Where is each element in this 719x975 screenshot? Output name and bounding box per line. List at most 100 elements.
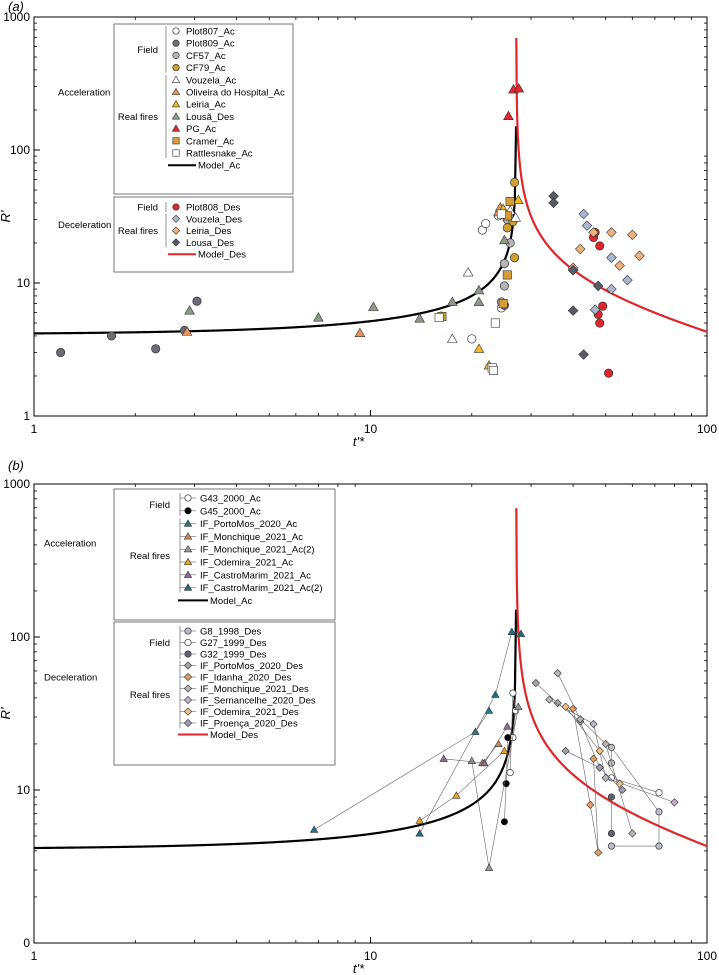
data-point-g27-1999-des	[655, 789, 663, 797]
data-point-lousa-des	[548, 197, 559, 209]
legend-model-label: Model_Ac	[210, 596, 252, 607]
legend-marker-if-portomos-2020-des	[183, 661, 193, 670]
series-lousa-des	[548, 190, 604, 360]
data-point-g8-1998-des	[607, 842, 615, 850]
legend-label-plot809-ac: Plot809_Ac	[186, 39, 235, 50]
data-point-lous-des	[368, 301, 379, 311]
data-point-lous-des	[184, 305, 195, 315]
legend-marker-plot807-ac	[172, 27, 180, 35]
y-tick-label: 100	[10, 630, 30, 644]
legend-label-if-portomos-2020-ac: IF_PortoMos_2020_Ac	[200, 519, 297, 530]
series-plot808-des	[588, 227, 614, 378]
data-point-if-monchique-2021-ac-2	[467, 756, 476, 764]
plot-content	[34, 508, 707, 871]
data-point-cf79-ac	[510, 177, 520, 188]
data-point-leiria-ac	[512, 194, 524, 205]
data-point-plot808-des	[595, 318, 605, 328]
data-point-if-proen-a-2020-des	[595, 763, 604, 772]
data-point-g43-2000-ac	[509, 689, 517, 697]
legend-marker-if-portomos-2020-ac	[183, 519, 193, 527]
legend-label-if-odemira-2021-ac: IF_Odemira_2021_Ac	[200, 558, 293, 569]
data-point-lous-des	[414, 313, 426, 323]
data-point-cramer-ac	[505, 196, 515, 206]
legend-label-g32-1999-des: G32_1999_Des	[200, 650, 267, 661]
legend-category-field: Field	[149, 500, 170, 511]
legend-category-field: Field	[137, 203, 158, 214]
data-point-lousa-des	[567, 264, 579, 276]
series-lous-des	[184, 234, 510, 323]
legend-marker-if-monchique-2021-des	[183, 684, 193, 693]
data-point-g45-2000-ac	[504, 734, 512, 742]
legend-phase-acceleration: Acceleration	[44, 538, 96, 549]
legend-label-if-castromarim-2021-ac: IF_CastroMarim_2021_Ac	[200, 570, 311, 581]
legend-model-label: Model_Des	[198, 250, 246, 261]
data-point-g8-1998-des	[655, 842, 663, 850]
legend-label-lous-des: Lousã_Des	[186, 112, 234, 123]
legend-marker-g45-2000-ac	[184, 507, 192, 515]
data-point-if-idanha-2020-des	[589, 754, 598, 763]
data-point-vouzela-des	[606, 283, 617, 295]
data-point-leiria-des	[606, 227, 617, 238]
legend-label-if-proen-a-2020-des: IF_Proença_2020_Des	[200, 719, 298, 730]
data-point-if-sernancelhe-2020-des	[545, 695, 554, 704]
data-point-leiria-ac	[473, 343, 485, 353]
legend-deceleration: Plot808_Des Field Vouzela_DesLeiria_DesLou…	[58, 196, 294, 273]
data-point-if-proen-a-2020-des	[618, 785, 627, 795]
legend-label-g45-2000-ac: G45_2000_Ac	[200, 506, 261, 517]
data-point-cf79-ac	[502, 223, 512, 233]
legend-category-real-fires: Real fires	[130, 551, 170, 562]
legend-marker-leiria-ac	[171, 99, 181, 108]
data-point-plot808-des	[604, 368, 614, 378]
data-point-if-odemira-2021-des	[561, 702, 570, 711]
legend-category-real-fires: Real fires	[118, 112, 158, 123]
legend-marker-oliveira-do-hospital-ac	[171, 87, 181, 96]
legend-label-if-portomos-2020-des: IF_PortoMos_2020_Des	[200, 661, 303, 672]
data-point-g8-1998-des	[607, 743, 615, 751]
data-point-if-monchique-2021-ac	[494, 739, 503, 748]
series-g43-2000-ac	[506, 689, 520, 777]
data-point-if-castromarim-2021-ac	[439, 754, 448, 762]
series-connector-g8-1998-des	[611, 746, 660, 847]
y-tick-label: 100	[10, 143, 30, 157]
legend-label-if-sernancelhe-2020-des: IF_Sernancelhe_2020_Des	[200, 696, 316, 707]
legend-box	[113, 196, 294, 273]
series-if-monchique-2021-des	[553, 669, 637, 838]
legend-label-lousa-des: Lousa_Des	[186, 238, 234, 249]
data-point-lous-des	[499, 234, 510, 245]
data-point-lous-des	[313, 312, 324, 322]
legend-category-real-fires: Real fires	[118, 226, 158, 237]
data-point-plot809-ac	[151, 344, 161, 354]
data-point-vouzela-des	[589, 304, 601, 315]
legend-marker-rattlesnake-ac	[172, 149, 180, 157]
data-point-g8-1998-des	[655, 808, 663, 816]
series-connector-if-portomos-2020-des	[535, 682, 601, 768]
data-point-vouzela-des	[622, 274, 633, 286]
legend-label-g27-1999-des: G27_1999_Des	[200, 638, 267, 649]
x-tick-label: 100	[697, 422, 717, 436]
data-point-vouzela-des	[606, 252, 617, 263]
legend-category-real-fires: Real fires	[130, 690, 170, 701]
y-axis-title: R'	[0, 210, 13, 222]
legend-marker-if-monchique-2021-ac	[183, 532, 193, 540]
series-connector-if-idanha-2020-des	[572, 708, 599, 853]
data-point-g45-2000-ac	[500, 818, 508, 826]
legend-label-vouzela-des: Vouzela_Des	[186, 214, 242, 225]
legend-marker-cf79-ac	[172, 64, 180, 72]
data-point-pg-ac	[513, 83, 525, 93]
legend-box	[113, 23, 294, 195]
legend-marker-vouzela-ac	[171, 75, 181, 83]
data-point-lousa-des	[567, 305, 579, 316]
data-point-vouzela-des	[578, 208, 589, 220]
x-tick-label: 1	[31, 422, 38, 436]
data-point-leiria-des	[574, 243, 586, 255]
legend-label-vouzela-ac: Vouzela_Ac	[186, 75, 236, 86]
legend-marker-cramer-ac	[172, 137, 180, 145]
data-point-plot808-des	[598, 301, 608, 311]
data-point-if-odemira-2021-ac	[500, 746, 509, 755]
data-point-vouzela-ac	[446, 333, 458, 343]
data-point-pg-ac	[503, 110, 514, 120]
data-point-cf79-ac	[510, 253, 520, 263]
series-connector-if-monchique-2021-des	[557, 673, 633, 834]
